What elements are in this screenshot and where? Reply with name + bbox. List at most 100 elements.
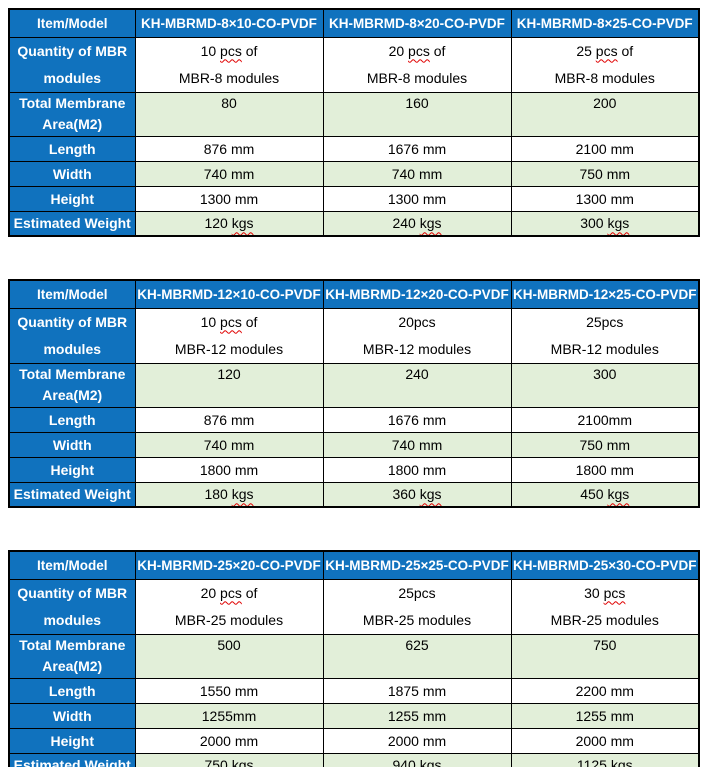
header-cell-model: KH-MBRMD-25×30-CO-PVDF <box>510 550 700 580</box>
value-cell: 876 mm <box>134 406 324 433</box>
value-cell: 20 pcs of MBR-8 modules <box>322 36 512 93</box>
spellcheck-squiggle: kgs <box>419 757 442 767</box>
table-header-row: Item/Model KH-MBRMD-12×10-CO-PVDF KH-MBRMD… <box>8 279 700 309</box>
value-cell: 740 mm <box>322 431 512 458</box>
value-line: 80 <box>221 94 237 111</box>
table-row: Quantity of MBR modules 10 pcs of MBR-12 mo… <box>8 307 700 364</box>
value-line: 2000 mm <box>387 732 447 749</box>
value-cell: 1255mm <box>134 702 324 729</box>
value-line: 1300 mm <box>387 190 447 207</box>
value-line: 940 kgs <box>324 757 510 767</box>
row-label-cell: Width <box>8 431 136 458</box>
table-row: Width 740 mm 740 mm 750 mm <box>8 160 700 187</box>
header-cell-model: KH-MBRMD-12×20-CO-PVDF <box>322 279 512 309</box>
row-label-line: modules <box>43 69 102 86</box>
value-cell: 2100mm <box>510 406 700 433</box>
value-cell: 300 kgs <box>510 210 700 237</box>
value-line: MBR-25 modules <box>174 611 284 628</box>
value-line: 625 <box>405 636 429 653</box>
value-line: 25pcs <box>398 584 436 601</box>
table-row: Estimated Weight 180 kgs 360 kgs 450 kgs <box>8 481 700 508</box>
value-line: 1676 mm <box>387 411 447 428</box>
value-cell: 25pcs MBR-25 modules <box>322 578 512 635</box>
value-cell: 625 <box>322 633 512 679</box>
value-line: MBR-12 modules <box>550 340 659 357</box>
header-cell-model: KH-MBRMD-25×25-CO-PVDF <box>322 550 512 580</box>
value-line: 2100 mm <box>575 140 634 157</box>
value-cell: 1875 mm <box>322 677 512 704</box>
row-label-line: Width <box>52 436 92 453</box>
row-label-line: Estimated Weight <box>13 486 131 503</box>
value-line: 300 kgs <box>580 215 630 232</box>
value-cell: 1255 mm <box>322 702 512 729</box>
value-line: 1300 mm <box>575 190 634 207</box>
value-cell: 750 kgs <box>134 752 324 767</box>
table-row: Total Membrane Area(M2) 80 160 200 <box>8 91 700 137</box>
value-line: 2100mm <box>577 411 632 428</box>
table-row: Estimated Weight 750 kgs 940 kgs 1125 kgs <box>8 752 700 767</box>
table-row: Total Membrane Area(M2) 120 240 300 <box>8 362 700 408</box>
value-cell: 750 <box>510 633 700 679</box>
row-label-cell: Width <box>8 702 136 729</box>
spec-table-mbr-12-series: Item/Model KH-MBRMD-12×10-CO-PVDF KH-MBRMD… <box>8 279 700 508</box>
value-line: MBR-8 modules <box>178 69 280 86</box>
value-cell: 1300 mm <box>510 185 700 212</box>
row-label-line: Height <box>50 732 95 749</box>
row-label-cell: Estimated Weight <box>8 481 136 508</box>
row-label-line: Estimated Weight <box>13 757 131 767</box>
value-line: 1800 mm <box>387 461 447 478</box>
value-cell: 750 mm <box>510 160 700 187</box>
spellcheck-squiggle: pcs <box>595 42 618 59</box>
value-line <box>512 656 698 677</box>
spellcheck-squiggle: pcs <box>408 42 430 59</box>
value-cell: 240 kgs <box>322 210 512 237</box>
value-line: 1676 mm <box>387 140 447 157</box>
value-line: 25 pcs of <box>576 42 634 59</box>
value-line: 20 pcs of <box>388 42 446 59</box>
value-line: 750 kgs <box>136 757 322 767</box>
value-line: 180 kgs <box>204 486 254 503</box>
value-line: 300 <box>593 365 617 382</box>
value-cell: 2000 mm <box>510 727 700 754</box>
value-cell: 1800 mm <box>134 456 324 483</box>
value-line: 10 pcs of <box>200 313 258 330</box>
value-cell: 1800 mm <box>510 456 700 483</box>
value-line: 1800 mm <box>575 461 634 478</box>
value-cell: 500 <box>134 633 324 679</box>
header-cell-item-model: Item/Model <box>8 550 136 580</box>
value-cell: 1255 mm <box>510 702 700 729</box>
value-line: 1875 mm <box>387 682 447 699</box>
value-line: 1125 kgs <box>512 757 698 767</box>
value-line <box>136 114 322 135</box>
value-cell: 10 pcs of MBR-12 modules <box>134 307 324 364</box>
spellcheck-squiggle: kgs <box>610 757 633 767</box>
table-row: Quantity of MBR modules 10 pcs of MBR-8 mod… <box>8 36 700 93</box>
value-line: MBR-12 modules <box>362 340 472 357</box>
table-header-row: Item/Model KH-MBRMD-8×10-CO-PVDF KH-MBRMD-… <box>8 8 700 38</box>
value-line: 120 <box>217 365 241 382</box>
value-cell: 20pcs MBR-12 modules <box>322 307 512 364</box>
row-label-line: Width <box>52 707 92 724</box>
value-line: 240 <box>405 365 429 382</box>
row-label-line: Area(M2) <box>42 387 103 403</box>
value-line: 2200 mm <box>575 682 634 699</box>
row-label-cell: Width <box>8 160 136 187</box>
table-row: Width 1255mm 1255 mm 1255 mm <box>8 702 700 729</box>
value-line <box>324 656 510 677</box>
row-label-cell: Quantity of MBR modules <box>8 36 136 93</box>
value-cell: 940 kgs <box>322 752 512 767</box>
row-label-line: modules <box>43 340 102 357</box>
row-label-cell: Quantity of MBR modules <box>8 578 136 635</box>
table-row: Quantity of MBR modules 20 pcs of MBR-25 mo… <box>8 578 700 635</box>
value-line: 2000 mm <box>199 732 259 749</box>
value-cell: 120 kgs <box>134 210 324 237</box>
table-row: Width 740 mm 740 mm 750 mm <box>8 431 700 458</box>
value-line: 360 kgs <box>392 486 442 503</box>
value-line: 1800 mm <box>199 461 259 478</box>
value-cell: 1300 mm <box>134 185 324 212</box>
value-line: 240 kgs <box>392 215 442 232</box>
row-label-line: Estimated Weight <box>13 215 131 232</box>
value-cell: 1125 kgs <box>510 752 700 767</box>
value-line: 1550 mm <box>199 682 259 699</box>
value-line: 120 kgs <box>204 215 254 232</box>
